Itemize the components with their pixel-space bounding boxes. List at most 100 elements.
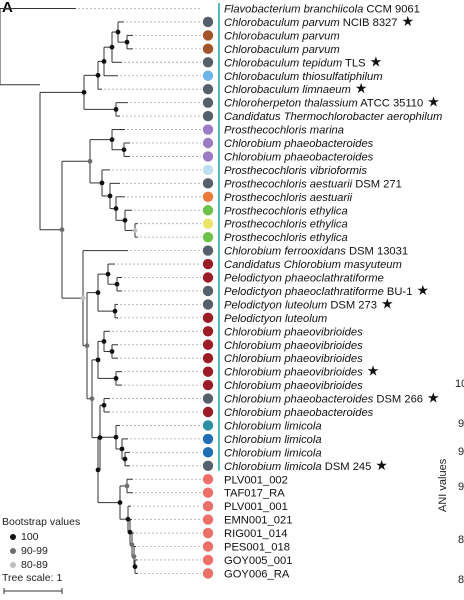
taxon-label: Flavobacterium branchiicola CCM 9061 (224, 4, 420, 16)
taxon-label: Chlorobium limicola (224, 434, 322, 446)
bootstrap-dot (95, 290, 101, 296)
taxon-name: Chlorobium ferrooxidans (224, 246, 346, 258)
taxon-label: Chlorobium limicola DSM 245 ★ (224, 457, 388, 473)
taxon-name: Chlorobium phaeovibrioides (224, 353, 363, 365)
strain-id: CCM 9061 (363, 4, 420, 16)
taxon-name: Chlorobium phaeovibrioides (224, 340, 363, 352)
bootstrap-dot (107, 193, 113, 199)
taxon-color-dot (202, 460, 214, 471)
legend-label-100: 100 (21, 531, 39, 543)
bootstrap-dot (119, 446, 125, 452)
taxon-label: Prosthecochloris aestuarii DSM 271 (224, 178, 402, 190)
taxon-color-dot (202, 178, 214, 189)
legend-label-90-99: 90-99 (21, 545, 48, 557)
taxon-name: Chlorobium phaeobacteroides (224, 138, 374, 150)
ani-tick-6: 8 (458, 574, 464, 586)
taxon-color-dot (202, 164, 214, 176)
reference-star-icon: ★ (370, 53, 383, 69)
taxon-name: Prosthecochloris vibrioformis (224, 165, 367, 177)
bootstrap-dot (113, 434, 119, 440)
bootstrap-dot (122, 456, 128, 462)
taxon-name: Chlorobaculum parvum (224, 17, 340, 29)
bootstrap-dot (59, 227, 65, 233)
ani-axis-title: ANI values (437, 458, 449, 512)
taxon-name: Chlorobaculum parvum (224, 44, 340, 56)
bootstrap-dot (109, 44, 115, 50)
taxon-color-dot (202, 487, 214, 498)
taxon-label: Chlorobium phaeovibrioides (224, 353, 363, 365)
taxon-color-dot (202, 57, 214, 68)
reference-star-icon: ★ (355, 80, 368, 96)
taxon-color-dot (202, 16, 214, 28)
taxon-color-dot (202, 541, 214, 552)
taxon-color-dot (202, 205, 214, 216)
taxon-label: Chlorobium phaeobacteroides (224, 151, 374, 163)
bootstrap-dot (124, 39, 130, 45)
bootstrap-dot (129, 542, 135, 548)
taxon-name: Chlorobaculum limnaeum (224, 84, 351, 96)
taxon-color-dot (202, 420, 214, 431)
taxon-label: Chlorobium phaeobacteroides (224, 138, 374, 150)
taxon-label: Chlorobium phaeovibrioides (224, 326, 363, 338)
taxon-label: Chlorobaculum tepidum TLS ★ (224, 53, 382, 69)
bootstrap-dot (132, 564, 138, 570)
taxon-label: EMN001_021 (224, 515, 292, 527)
taxon-label: Chlorobium limicola (224, 447, 322, 459)
legend-label-80-89: 80-89 (21, 559, 48, 571)
bootstrap-dot (122, 217, 128, 223)
taxon-name: TAF017_RA (224, 488, 285, 500)
taxon-name: Pelodictyon luteolum (224, 299, 327, 311)
legend-title: Bootstrap values (2, 516, 81, 528)
taxon-name: Prosthecochloris ethylica (224, 232, 348, 244)
taxon-label: GOY005_001 (224, 555, 292, 567)
taxon-label: PLV001_001 (224, 501, 288, 513)
taxon-color-dot (202, 272, 214, 283)
taxon-name: Pelodictyon luteolum (224, 313, 327, 325)
taxon-name: Chlorobium limicola (224, 434, 322, 446)
bootstrap-dot (109, 349, 115, 354)
bootstrap-dot (95, 357, 101, 363)
taxon-name: Chlorobium phaeobacteroides (224, 151, 374, 163)
bootstrap-dot (127, 529, 133, 535)
reference-star-icon: ★ (427, 94, 440, 110)
taxon-color-dot (202, 326, 214, 337)
taxon-label: Chlorobium phaeobacteroides (224, 407, 374, 419)
bootstrap-dot (113, 375, 119, 381)
taxon-name: Chlorobium limicola (224, 461, 322, 473)
bootstrap-dot (115, 29, 121, 35)
ani-tick-5: 8 (458, 534, 464, 546)
taxon-name: Chlorobium phaeovibrioides (224, 326, 363, 338)
strain-id: BU-1 (384, 286, 413, 298)
taxon-label: Pelodictyon phaeoclathratiforme (224, 273, 384, 285)
taxon-label: Chlorobaculum parvum (224, 44, 340, 56)
taxon-color-dot (202, 258, 214, 270)
taxon-label: Prosthecochloris ethylica (224, 232, 348, 244)
ani-tick-2: 9 (458, 418, 464, 430)
strain-id: DSM 266 (373, 394, 423, 406)
taxon-color-dot (202, 43, 214, 55)
taxon-color-dot (202, 97, 214, 108)
taxon-name: PLV001_001 (224, 501, 288, 513)
taxon-color-dot (202, 447, 214, 458)
taxon-label: Chlorobium phaeovibrioides ★ (224, 363, 379, 379)
strain-id: TLS (342, 57, 365, 69)
bootstrap-dot (131, 554, 137, 559)
taxon-name: Chlorobium phaeobacteroides (224, 407, 374, 419)
bootstrap-dot (84, 343, 90, 349)
taxon-name: Pelodictyon phaeoclathratiforme (224, 273, 384, 285)
strain-id: ATCC 35110 (358, 98, 424, 110)
taxon-label: Pelodictyon phaeoclathratiforme BU-1 ★ (224, 282, 429, 298)
taxon-color-dot (202, 124, 214, 135)
taxon-color-dot (202, 231, 214, 243)
strain-id: DSM 245 (322, 461, 372, 473)
taxon-color-dot (202, 393, 214, 404)
taxon-label: Prosthecochloris aestuarii (224, 192, 353, 204)
taxon-name: GOY005_001 (224, 555, 292, 567)
ani-tick-3: 9 (458, 446, 464, 458)
taxon-name: Prosthecochloris aestuarii (224, 192, 353, 204)
bootstrap-dot (81, 89, 87, 95)
strain-id: DSM 13031 (346, 246, 408, 258)
taxon-name: Chlorobium limicola (224, 447, 322, 459)
taxon-color-dot (202, 500, 214, 512)
taxon-color-dot (202, 245, 214, 256)
